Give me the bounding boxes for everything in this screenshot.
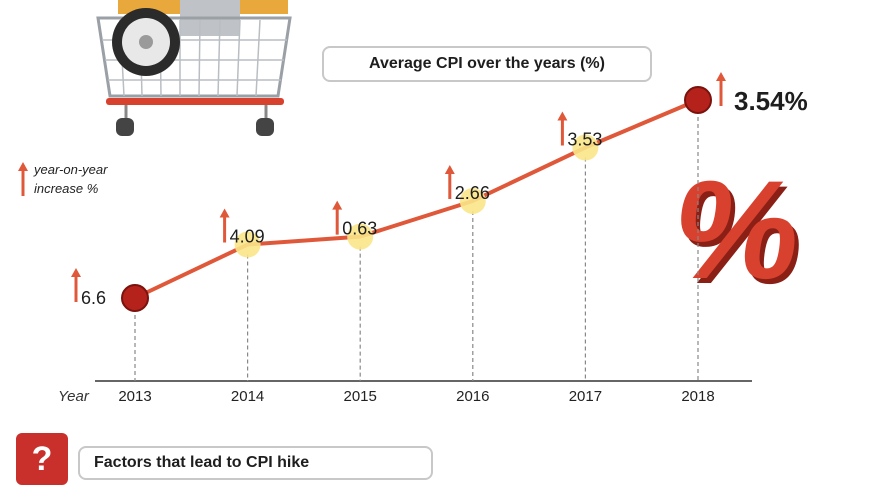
chart-marks: 2013 6.6 2014 4.09 2015 0.63 2016 2.66 2017 3.53 2… <box>71 72 808 405</box>
series-line <box>134 98 699 300</box>
up-arrow-icon <box>18 162 28 196</box>
percent-symbol-icon: % % <box>665 152 816 313</box>
percent-shadow-glyph: % <box>669 157 815 313</box>
data-point <box>121 284 149 312</box>
data-label: 6.6 <box>81 288 106 308</box>
x-tick-label: 2016 <box>456 388 489 405</box>
x-tick-label: 2018 <box>681 388 714 405</box>
data-label: 4.09 <box>230 227 265 247</box>
shopping-cart-icon <box>96 0 292 136</box>
factors-heading: Factors that lead to CPI hike <box>78 446 433 480</box>
question-icon: ? <box>16 433 68 485</box>
up-arrow-icon <box>444 164 455 199</box>
chart-title: Average CPI over the years (%) <box>322 46 652 82</box>
data-point <box>572 134 599 161</box>
data-label: 0.63 <box>342 219 377 239</box>
data-label: 2.66 <box>455 183 490 203</box>
up-arrow-icon <box>716 72 726 106</box>
x-tick-label: 2017 <box>569 388 602 405</box>
legend-line-2: increase % <box>34 181 99 196</box>
data-point <box>234 231 261 258</box>
percent-glyph: % <box>665 152 811 308</box>
x-tick-label: 2013 <box>118 388 151 405</box>
data-label: 3.53 <box>567 130 602 150</box>
data-point <box>347 223 374 250</box>
up-arrow-icon <box>332 200 343 235</box>
data-point <box>459 187 486 214</box>
data-point <box>684 86 712 114</box>
legend-line-1: year-on-year <box>34 162 108 177</box>
x-tick-label: 2014 <box>231 388 264 405</box>
up-arrow-icon <box>71 268 81 302</box>
data-label: 3.54% <box>734 86 808 116</box>
up-arrow-icon <box>219 208 230 243</box>
x-tick-label: 2015 <box>344 388 377 405</box>
up-arrow-icon <box>557 111 568 146</box>
x-axis-label: Year <box>58 388 90 405</box>
legend: year-on-year increase % <box>18 160 107 198</box>
